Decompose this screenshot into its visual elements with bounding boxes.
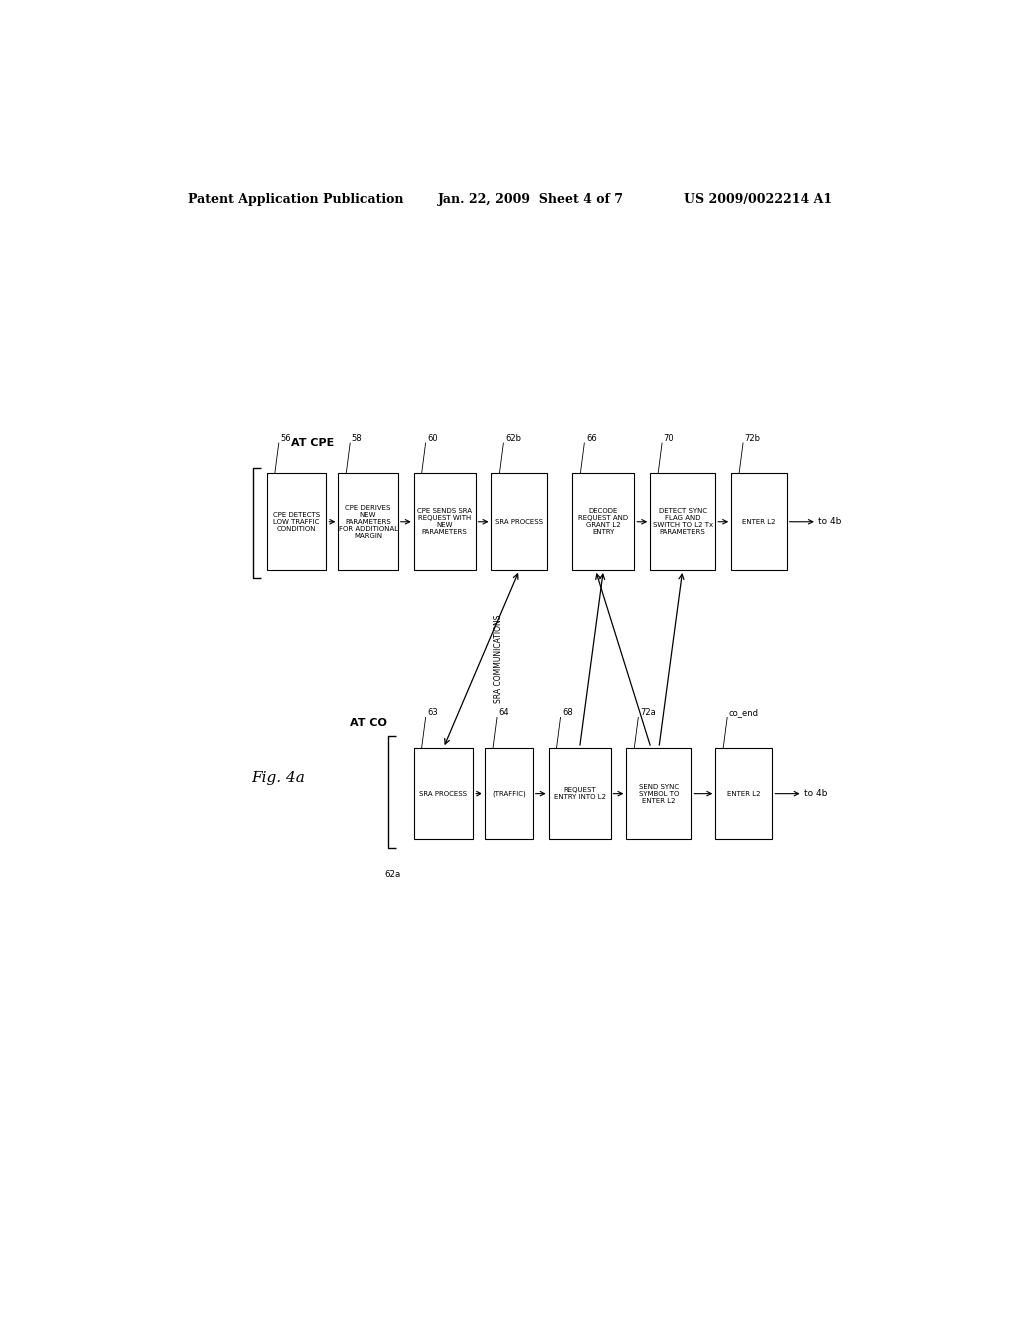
Text: ENTER L2: ENTER L2 xyxy=(727,791,761,797)
Text: US 2009/0022214 A1: US 2009/0022214 A1 xyxy=(684,193,831,206)
Text: 68: 68 xyxy=(562,709,572,718)
Text: 70: 70 xyxy=(664,434,675,444)
Text: Patent Application Publication: Patent Application Publication xyxy=(187,193,403,206)
Text: CPE DETECTS
LOW TRAFFIC
CONDITION: CPE DETECTS LOW TRAFFIC CONDITION xyxy=(273,512,321,532)
Bar xyxy=(414,748,473,840)
Text: 72a: 72a xyxy=(640,709,655,718)
Bar xyxy=(627,748,691,840)
Text: SRA PROCESS: SRA PROCESS xyxy=(420,791,467,797)
Bar xyxy=(414,474,475,570)
Text: CPE DERIVES
NEW
PARAMETERS
FOR ADDITIONAL
MARGIN: CPE DERIVES NEW PARAMETERS FOR ADDITIONA… xyxy=(339,504,397,539)
Bar xyxy=(492,474,547,570)
Text: 63: 63 xyxy=(427,709,438,718)
Text: (TRAFFIC): (TRAFFIC) xyxy=(493,791,525,797)
Text: 56: 56 xyxy=(281,434,291,444)
Text: SRA COMMUNICATIONS: SRA COMMUNICATIONS xyxy=(495,615,504,704)
Text: SRA PROCESS: SRA PROCESS xyxy=(496,519,544,525)
Text: ENTER L2: ENTER L2 xyxy=(742,519,775,525)
Bar xyxy=(267,474,327,570)
Text: 62a: 62a xyxy=(384,870,400,879)
Text: 66: 66 xyxy=(586,434,597,444)
Text: Jan. 22, 2009  Sheet 4 of 7: Jan. 22, 2009 Sheet 4 of 7 xyxy=(437,193,624,206)
Text: 64: 64 xyxy=(499,709,509,718)
Text: Fig. 4a: Fig. 4a xyxy=(251,771,305,785)
Text: REQUEST
ENTRY INTO L2: REQUEST ENTRY INTO L2 xyxy=(554,787,605,800)
Bar xyxy=(549,748,610,840)
Text: 58: 58 xyxy=(352,434,362,444)
Text: AT CPE: AT CPE xyxy=(291,438,334,447)
Bar xyxy=(485,748,532,840)
Text: to 4b: to 4b xyxy=(818,517,842,527)
Bar xyxy=(572,474,634,570)
Text: DECODE
REQUEST AND
GRANT L2
ENTRY: DECODE REQUEST AND GRANT L2 ENTRY xyxy=(579,508,629,536)
Bar xyxy=(715,748,772,840)
Text: AT CO: AT CO xyxy=(350,718,387,727)
Text: co_end: co_end xyxy=(729,709,759,718)
Text: 62b: 62b xyxy=(505,434,521,444)
Text: 72b: 72b xyxy=(744,434,761,444)
Bar xyxy=(338,474,398,570)
Bar xyxy=(650,474,715,570)
Text: to 4b: to 4b xyxy=(804,789,827,799)
Text: 60: 60 xyxy=(427,434,438,444)
Text: CPE SENDS SRA
REQUEST WITH
NEW
PARAMETERS: CPE SENDS SRA REQUEST WITH NEW PARAMETER… xyxy=(417,508,472,536)
Text: DETECT SYNC
FLAG AND
SWITCH TO L2 Tx
PARAMETERS: DETECT SYNC FLAG AND SWITCH TO L2 Tx PAR… xyxy=(652,508,713,536)
Bar xyxy=(731,474,786,570)
Text: SEND SYNC
SYMBOL TO
ENTER L2: SEND SYNC SYMBOL TO ENTER L2 xyxy=(639,784,679,804)
